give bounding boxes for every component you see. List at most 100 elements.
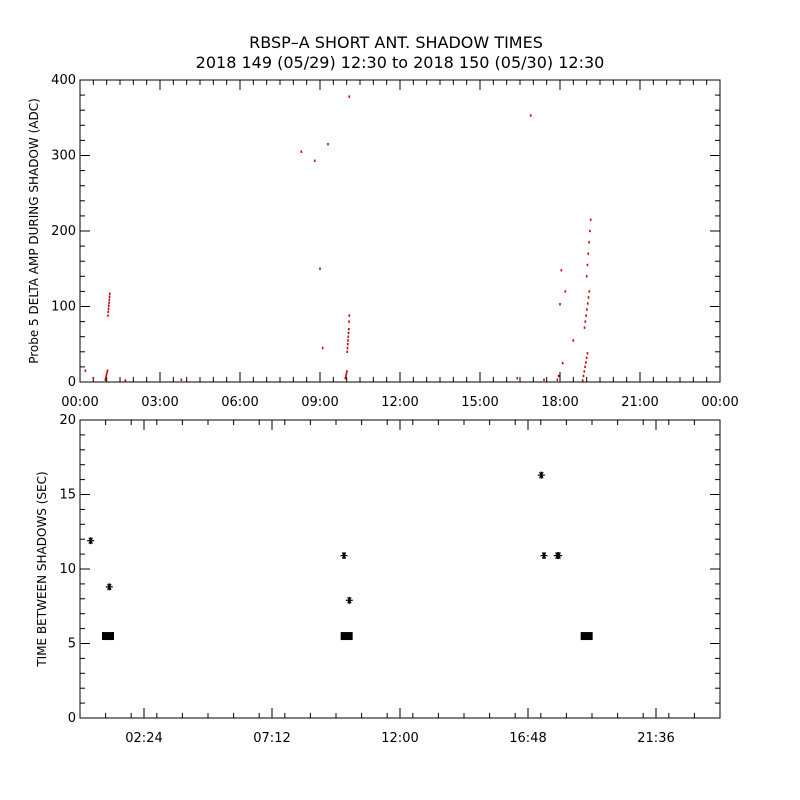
asterisk-point xyxy=(540,552,548,560)
data-point xyxy=(586,308,588,311)
x-tick-label: 09:00 xyxy=(301,395,338,410)
data-point xyxy=(84,369,87,372)
data-point xyxy=(582,374,585,378)
data-point xyxy=(124,379,127,382)
y-tick-label: 5 xyxy=(68,637,76,652)
data-point xyxy=(346,350,348,353)
data-point xyxy=(585,361,587,364)
data-point xyxy=(108,295,111,298)
bottom-axis-ticks: 0 5 10 15 20 02:24 07:12 12:00 16:48 21:36 xyxy=(59,413,721,746)
data-point xyxy=(585,356,588,360)
x-tick-label: 07:12 xyxy=(253,731,290,746)
data-point xyxy=(585,314,587,317)
data-point xyxy=(587,296,590,299)
data-point xyxy=(347,335,350,338)
x-tick-label: 00:00 xyxy=(61,395,98,410)
top-y-axis-label: Probe 5 DELTA AMP DURING SHADOW (ADC) xyxy=(27,98,41,364)
data-point xyxy=(300,150,303,153)
data-point xyxy=(345,372,348,375)
x-tick-label: 16:48 xyxy=(509,731,546,746)
x-tick-label: 12:00 xyxy=(381,731,418,746)
square-point xyxy=(102,632,114,641)
data-point xyxy=(587,252,590,255)
y-tick-label: 300 xyxy=(51,149,76,164)
bottom-data-points xyxy=(87,471,593,641)
data-point xyxy=(107,310,110,313)
data-point xyxy=(564,290,567,293)
data-point xyxy=(106,371,108,375)
data-point xyxy=(105,376,107,379)
asterisk-point xyxy=(340,552,348,560)
x-tick-label: 00:00 xyxy=(701,395,738,410)
data-point xyxy=(556,378,559,381)
x-tick-label: 06:00 xyxy=(221,395,258,410)
data-point xyxy=(104,378,107,381)
data-point xyxy=(346,370,348,373)
asterisk-point xyxy=(87,537,95,545)
data-point xyxy=(348,320,350,323)
data-point xyxy=(180,378,183,381)
chart-subtitle: 2018 149 (05/29) 12:30 to 2018 150 (05/3… xyxy=(196,53,605,72)
x-tick-label: 15:00 xyxy=(461,395,498,410)
data-point xyxy=(584,365,586,369)
square-point xyxy=(580,632,593,641)
data-point xyxy=(345,374,347,378)
y-tick-label: 15 xyxy=(59,488,76,503)
x-tick-label: 18:00 xyxy=(541,395,578,410)
data-point xyxy=(107,314,109,317)
data-point xyxy=(581,379,584,382)
data-point xyxy=(313,159,316,162)
asterisk-point xyxy=(105,583,113,591)
data-point xyxy=(92,377,95,380)
data-point xyxy=(557,374,560,378)
data-point xyxy=(583,370,586,373)
asterisk-point xyxy=(537,471,545,479)
data-point xyxy=(321,346,324,350)
data-point xyxy=(529,114,532,117)
data-point xyxy=(108,301,110,304)
x-tick-label: 21:36 xyxy=(637,731,674,746)
y-tick-label: 200 xyxy=(51,224,76,239)
data-point xyxy=(106,369,109,372)
data-point xyxy=(344,377,347,380)
data-point xyxy=(109,292,111,295)
data-point xyxy=(348,327,350,331)
x-tick-label: 12:00 xyxy=(381,395,418,410)
data-point xyxy=(583,326,586,329)
data-point xyxy=(586,352,589,355)
data-point xyxy=(319,267,321,270)
y-tick-label: 400 xyxy=(51,73,76,88)
x-tick-label: 03:00 xyxy=(141,395,178,410)
data-point xyxy=(572,339,575,342)
data-point xyxy=(586,302,589,305)
data-point xyxy=(108,298,111,301)
data-point xyxy=(584,320,587,323)
data-point xyxy=(588,241,590,244)
data-point xyxy=(586,263,589,267)
y-tick-label: 20 xyxy=(59,413,76,428)
square-point xyxy=(340,632,353,641)
data-point xyxy=(559,303,561,306)
asterisk-point xyxy=(345,596,353,604)
y-tick-label: 10 xyxy=(59,562,76,577)
y-tick-label: 0 xyxy=(68,375,76,390)
y-tick-label: 100 xyxy=(51,300,76,315)
data-point xyxy=(588,290,591,293)
y-tick-label: 0 xyxy=(68,711,76,726)
data-point xyxy=(589,229,591,233)
x-tick-label: 21:00 xyxy=(621,395,658,410)
top-panel: 0 100 200 300 400 00:00 03:00 06:00 09:00 12:00 15… xyxy=(27,73,739,410)
data-point xyxy=(348,95,351,98)
data-point xyxy=(105,374,108,377)
data-point xyxy=(327,142,329,146)
data-point xyxy=(108,304,110,307)
data-point xyxy=(516,377,519,380)
top-data-points xyxy=(84,95,592,382)
data-point xyxy=(347,339,349,342)
data-point xyxy=(560,269,563,272)
chart-title: RBSP–A SHORT ANT. SHADOW TIMES xyxy=(249,33,543,52)
top-axis-ticks: 0 100 200 300 400 00:00 03:00 06:00 09:00 12:00 15… xyxy=(51,73,739,410)
asterisk-point xyxy=(555,552,563,560)
